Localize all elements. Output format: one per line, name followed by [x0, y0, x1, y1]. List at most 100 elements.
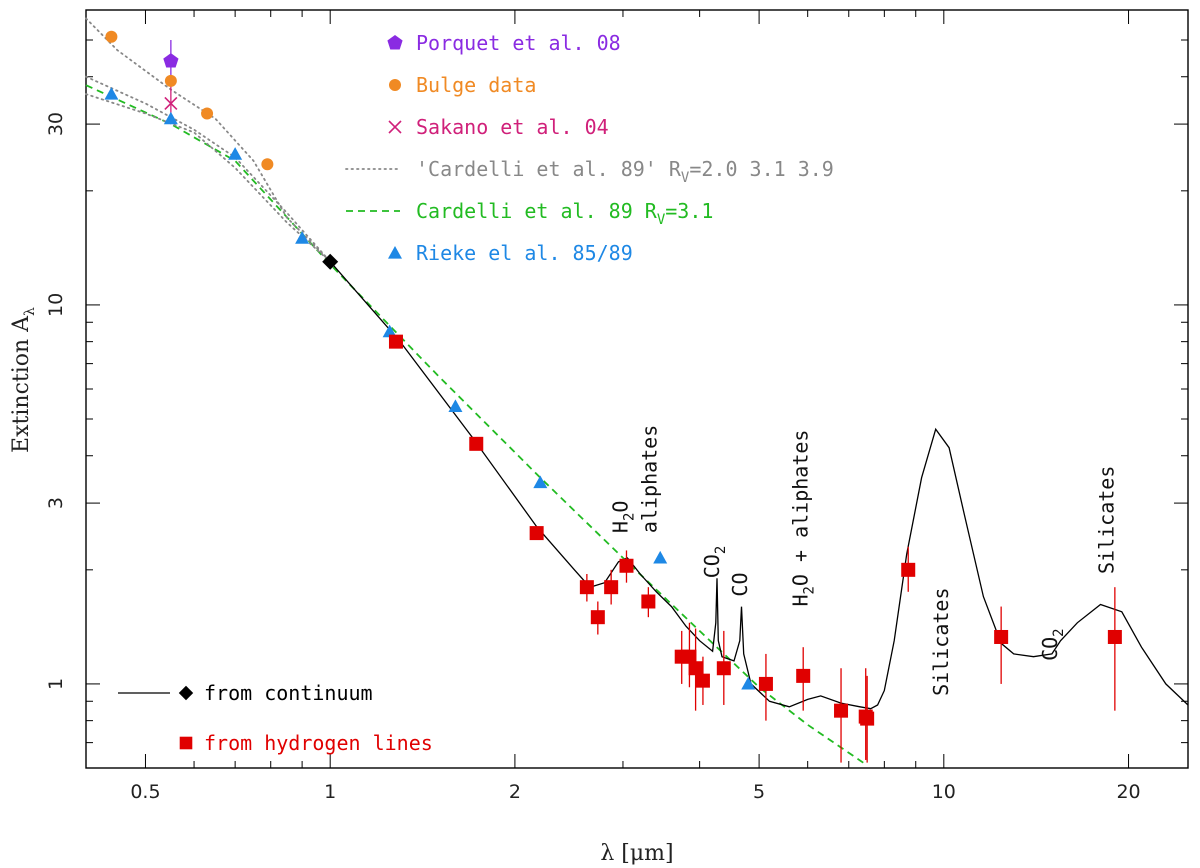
point-hlines — [716, 661, 731, 676]
annotation-sub: 2 — [802, 586, 818, 594]
x-axis-label: λ [μm] — [600, 841, 673, 866]
point-rieke — [295, 231, 310, 244]
point-hlines — [604, 580, 619, 595]
legend-text: Porquet et al. 08 — [416, 31, 621, 55]
point-rieke — [741, 676, 756, 690]
y-axis-label-main: Extinction A — [9, 315, 34, 453]
legend-label-rieke: Rieke el al. 85/89 — [416, 241, 633, 265]
annotation-silicates2: Silicates — [1094, 466, 1118, 574]
point-hlines — [469, 436, 484, 451]
annotation-sub: 2 — [1051, 628, 1067, 636]
x-tick-label: 1 — [324, 781, 336, 803]
legend-marker-bulge — [389, 79, 401, 91]
point-hlines — [388, 334, 403, 349]
x-tick-labels: 0.5 1 2 5 10 20 — [130, 781, 1140, 803]
x-tick-label: 20 — [1116, 781, 1140, 803]
annotation-text: CO — [700, 554, 724, 578]
legend-text: Rieke el al. 85/89 — [416, 241, 633, 265]
point-bulge — [164, 74, 177, 87]
point-rieke — [104, 87, 119, 100]
y-tick-labels: 1 3 10 30 — [45, 112, 67, 690]
point-bulge — [261, 158, 274, 171]
point-hlines — [682, 649, 697, 664]
legend-sub: V — [681, 170, 690, 186]
legend-marker-hlines — [179, 736, 193, 750]
legend-text: Bulge data — [416, 73, 536, 97]
annotation-text: Silicates — [929, 587, 953, 695]
point-hlines — [994, 629, 1009, 644]
legend-text-after: =3.1 — [665, 199, 713, 223]
point-hlines — [1107, 629, 1122, 644]
legend-text: Sakano et al. 04 — [416, 115, 609, 139]
curve-cardelli_dotted_3 — [85, 93, 332, 263]
legend-label-cardelli_dashed: Cardelli et al. 89 RV=3.1 — [416, 199, 713, 228]
point-hlines — [619, 558, 634, 573]
point-hlines — [758, 676, 773, 691]
legend-top: Porquet et al. 08 Bulge data Sakano et al.… — [345, 31, 834, 265]
error-bars — [170, 40, 1116, 763]
legend-bottom: from continuum from hydrogen lines — [118, 681, 433, 755]
curve-cardelli_dotted_2 — [85, 75, 332, 263]
plot-frame — [85, 9, 1189, 769]
annotation-text: aliphates — [637, 425, 661, 533]
annotation-sub: 2 — [713, 546, 729, 554]
annotation-sub: 2 — [621, 513, 637, 521]
legend-marker-rieke — [388, 246, 402, 259]
y-tick-label: 3 — [45, 497, 67, 509]
annotation-silicates1: Silicates — [929, 587, 953, 695]
curve-cardelli_dashed — [85, 84, 868, 767]
point-rieke — [163, 111, 178, 125]
legend-label-cardelli_dotted: 'Cardelli et al. 89' RV=2.0 3.1 3.9 — [416, 157, 834, 186]
annotation-text-after: O — [608, 501, 632, 513]
point-rieke — [653, 550, 668, 564]
annotation-h2o: H2O — [608, 501, 637, 534]
legend-label-bulge: Bulge data — [416, 73, 536, 97]
annotation-co2_a: CO2 — [700, 546, 729, 579]
legend-label-continuum: from continuum — [204, 681, 373, 705]
axis-ticks — [85, 9, 1188, 769]
x-tick-label: 0.5 — [130, 781, 160, 803]
legend-label-porquet: Porquet et al. 08 — [416, 31, 621, 55]
point-porquet — [163, 53, 179, 68]
point-hlines — [695, 673, 710, 688]
y-tick-label: 1 — [45, 678, 67, 690]
legend-marker-sakano — [388, 120, 402, 134]
cross-stroke — [388, 120, 402, 134]
point-hlines — [834, 703, 849, 718]
point-hlines — [796, 668, 811, 683]
legend-text-after: =2.0 3.1 3.9 — [689, 157, 834, 181]
annotation-h2o_aliph: H2O + aliphates — [789, 430, 818, 607]
legend-sub: V — [657, 212, 666, 228]
curve-cardelli_dotted_1 — [85, 17, 332, 263]
point-hlines — [529, 526, 544, 541]
point-hlines — [688, 661, 703, 676]
annotation-co2_b: CO2 — [1038, 628, 1067, 661]
annotation-text: CO — [1038, 637, 1062, 661]
point-rieke — [533, 475, 548, 489]
y-tick-label: 10 — [45, 293, 67, 317]
annotation-text-after: O + aliphates — [789, 430, 813, 587]
point-rieke — [382, 324, 397, 338]
x-tick-label: 5 — [753, 781, 765, 803]
legend-label-sakano: Sakano et al. 04 — [416, 115, 609, 139]
legend-marker-porquet — [387, 35, 403, 50]
cross-stroke — [164, 96, 178, 111]
curves — [85, 17, 1189, 767]
point-hlines — [901, 562, 916, 577]
point-hlines — [590, 610, 605, 625]
legend-text: Cardelli et al. 89 R — [416, 199, 658, 223]
annotation-aliph1: aliphates — [637, 425, 661, 533]
annotation-text: Silicates — [1094, 466, 1118, 574]
legend-marker-continuum — [178, 685, 194, 701]
y-axis-label: Extinction Aλ — [9, 307, 38, 453]
y-tick-label: 30 — [45, 112, 67, 136]
y-axis-label-sub: λ — [22, 307, 38, 316]
point-hlines — [579, 580, 594, 595]
annotation-co: CO — [728, 572, 752, 596]
point-rieke — [448, 399, 463, 412]
markers — [104, 30, 1122, 726]
point-bulge — [201, 107, 214, 120]
annotation-text: H — [608, 521, 632, 533]
legend-text: 'Cardelli et al. 89' R — [416, 157, 682, 181]
